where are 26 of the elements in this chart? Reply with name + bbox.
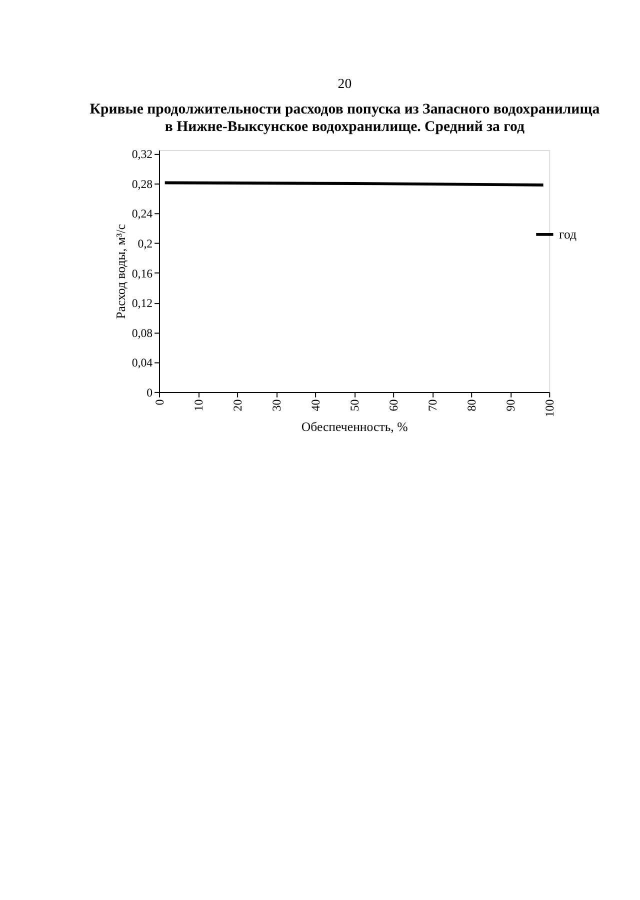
y-tick-label: 0,28 xyxy=(132,176,153,191)
x-tick-label: 50 xyxy=(348,399,362,412)
y-tick-label: 0,2 xyxy=(138,236,153,250)
y-tick-label: 0 xyxy=(146,385,153,400)
y-tick-label: 0,12 xyxy=(132,296,153,310)
x-tick-label: 0 xyxy=(152,399,166,406)
x-tick-label: 80 xyxy=(464,399,479,412)
x-tick-label: 20 xyxy=(230,399,244,412)
text: Кривые продолжительности расходов попуска из Запасного водохранилища xyxy=(90,101,600,118)
x-tick-label: 90 xyxy=(504,399,518,412)
x-tick-label: 60 xyxy=(386,399,401,412)
x-tick-label: 10 xyxy=(191,399,206,412)
y-tick-label: 0,08 xyxy=(132,326,153,340)
text: 20 xyxy=(338,76,352,91)
x-tick-label: 40 xyxy=(308,399,323,412)
text: в Нижне-Выксунское водохранилище. Средний за год xyxy=(164,119,524,136)
x-tick-label: 70 xyxy=(426,399,440,412)
y-tick-label: 0,32 xyxy=(132,147,153,162)
legend-label: год xyxy=(559,227,577,242)
x-tick-label: 100 xyxy=(542,399,557,418)
y-axis-title: Расход воды, м³/с xyxy=(114,224,128,319)
x-axis-title: Обеспеченность, % xyxy=(301,420,408,434)
y-tick-label: 0,16 xyxy=(132,266,153,280)
y-tick-label: 0,04 xyxy=(132,356,153,370)
x-tick-label: 30 xyxy=(269,399,284,412)
y-tick-label: 0,24 xyxy=(132,206,153,221)
